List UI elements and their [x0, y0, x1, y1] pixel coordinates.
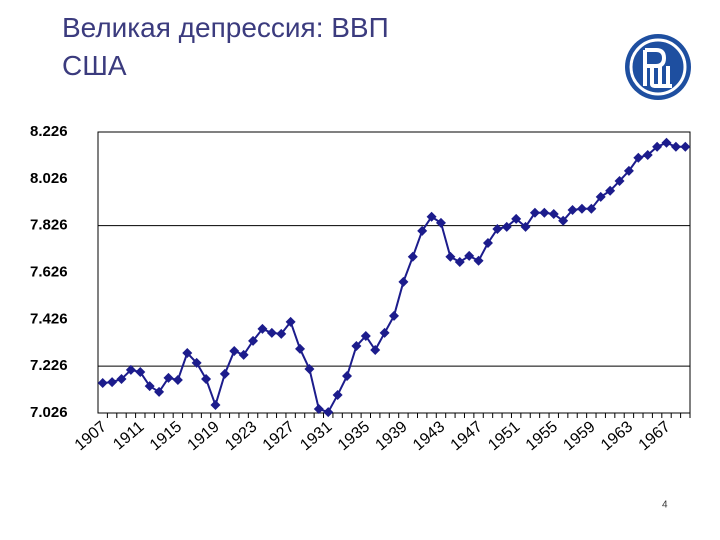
y-tick-label: 8.226 [30, 123, 68, 140]
x-tick-label: 1907 [72, 418, 110, 454]
data-point [492, 223, 503, 234]
data-point [163, 372, 174, 383]
data-point [464, 250, 475, 261]
data-point [229, 345, 240, 356]
data-point [454, 256, 465, 267]
data-point [154, 386, 165, 397]
data-point [473, 255, 484, 266]
data-point [576, 203, 587, 214]
data-point [539, 207, 550, 218]
data-point [313, 404, 324, 415]
data-point [342, 371, 353, 382]
data-point [370, 345, 381, 356]
data-point [417, 225, 428, 236]
x-tick-label: 1919 [185, 418, 223, 454]
x-tick-label: 1911 [110, 418, 147, 453]
slide-title: Великая депрессия: ВВП США [62, 12, 389, 81]
data-point [332, 389, 343, 400]
data-point [558, 215, 569, 226]
data-point [285, 316, 296, 327]
x-tick-label: 1915 [147, 418, 185, 454]
x-tick-label: 1923 [222, 418, 260, 454]
data-point [567, 204, 578, 215]
data-point [407, 251, 418, 262]
data-point [605, 185, 616, 196]
data-point [351, 341, 362, 352]
y-tick-label: 7.026 [30, 404, 68, 421]
data-point [210, 400, 221, 411]
data-point [482, 237, 493, 248]
data-point [172, 374, 183, 385]
data-point [511, 213, 522, 224]
data-point [219, 368, 230, 379]
data-point [652, 141, 663, 152]
data-point [586, 203, 597, 214]
y-tick-label: 8.026 [30, 170, 68, 187]
x-tick-label: 1943 [410, 418, 448, 454]
data-point [266, 327, 277, 338]
y-tick-label: 7.226 [30, 357, 68, 374]
data-point [680, 141, 691, 152]
page-number: 4 [662, 500, 668, 511]
data-point [379, 327, 390, 338]
x-tick-label: 1939 [372, 418, 410, 454]
data-point [107, 377, 118, 388]
y-tick-label: 7.826 [30, 217, 68, 234]
data-point [529, 207, 540, 218]
data-point [295, 343, 306, 354]
data-point [191, 357, 202, 368]
data-point [276, 328, 287, 339]
y-tick-label: 7.426 [30, 310, 68, 327]
data-line [102, 141, 686, 414]
data-point [304, 363, 315, 374]
data-point [595, 191, 606, 202]
data-point [182, 348, 193, 359]
data-point [520, 221, 531, 232]
plot-frame [97, 131, 691, 414]
data-point [642, 149, 653, 160]
data-point [323, 407, 334, 418]
data-point [125, 364, 136, 375]
x-tick-label: 1931 [297, 418, 335, 454]
x-tick-label: 1967 [636, 418, 674, 454]
data-point [548, 208, 559, 219]
data-point [238, 349, 249, 360]
x-tick-label: 1963 [598, 418, 636, 454]
data-point [135, 367, 146, 378]
data-point [614, 175, 625, 186]
data-point [398, 276, 409, 287]
x-tick-label: 1951 [485, 418, 523, 454]
data-point [360, 330, 371, 341]
x-tick-label: 1947 [448, 418, 486, 454]
data-point [97, 378, 108, 389]
data-point [501, 221, 512, 232]
data-point [116, 374, 127, 385]
data-point [389, 310, 399, 321]
data-point [633, 152, 644, 163]
data-point [435, 217, 446, 228]
data-point [248, 335, 259, 346]
x-tick-label: 1927 [260, 418, 298, 454]
x-tick-label: 1955 [523, 418, 561, 454]
logo [625, 34, 691, 100]
x-tick-label: 1959 [560, 418, 598, 454]
data-point [623, 165, 634, 176]
data-point [144, 381, 155, 392]
data-point [201, 374, 212, 385]
data-point [426, 211, 437, 222]
data-point [257, 323, 268, 334]
data-point [670, 141, 681, 152]
y-tick-label: 7.626 [30, 263, 68, 280]
data-point [661, 137, 672, 148]
x-tick-label: 1935 [335, 418, 373, 454]
data-point [445, 251, 456, 262]
